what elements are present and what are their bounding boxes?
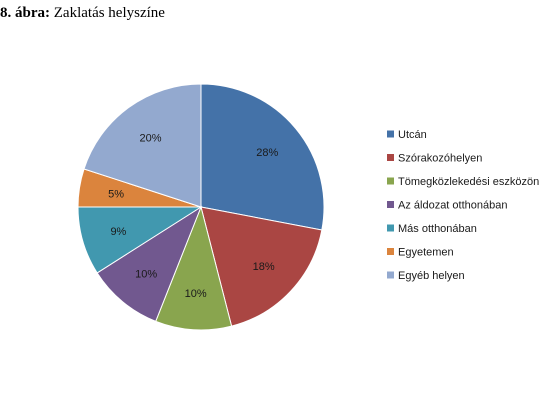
legend: Utcán Szórakozóhelyen Tömegközlekedési esz… (387, 129, 539, 282)
slice-data-label: 18% (253, 261, 275, 273)
legend-swatch (387, 201, 394, 208)
legend-label: Az áldozat otthonában (398, 200, 507, 212)
pie-slice (96, 205, 203, 323)
legend-swatch (387, 271, 394, 279)
legend-label: Más otthonában (398, 223, 477, 235)
legend-label: Utcán (398, 129, 427, 141)
slice-data-label: 20% (139, 132, 161, 144)
pie-slice (200, 83, 325, 231)
legend-label: Szórakozóhelyen (398, 153, 482, 165)
figure-title: Zaklatás helyszíne (53, 5, 165, 21)
legend-swatch (387, 154, 394, 161)
legend-label: Egyéb helyen (398, 270, 465, 282)
slice-data-label: 28% (256, 147, 278, 159)
legend-swatch (387, 248, 394, 255)
pie-slice (83, 83, 202, 208)
legend-label: Egyetemen (398, 247, 454, 259)
pie-slice (200, 206, 323, 327)
legend-swatch (387, 130, 394, 138)
slice-data-label: 10% (135, 268, 157, 280)
legend-label: Tömegközlekedési eszközön (398, 176, 539, 188)
slice-data-label: 5% (108, 189, 124, 201)
legend-swatch (387, 177, 394, 185)
slice-data-label: 10% (185, 288, 207, 300)
pie-labels: 28% 18% 10% 10% 9% 5% 20% (108, 132, 278, 299)
pie-slices (77, 83, 325, 331)
figure-number: 8. ábra: (0, 5, 50, 21)
pie-slice (155, 205, 233, 331)
slice-data-label: 9% (110, 226, 126, 238)
legend-swatch (387, 224, 394, 232)
figure-caption: 8. ábra: Zaklatás helyszíne (0, 5, 165, 22)
